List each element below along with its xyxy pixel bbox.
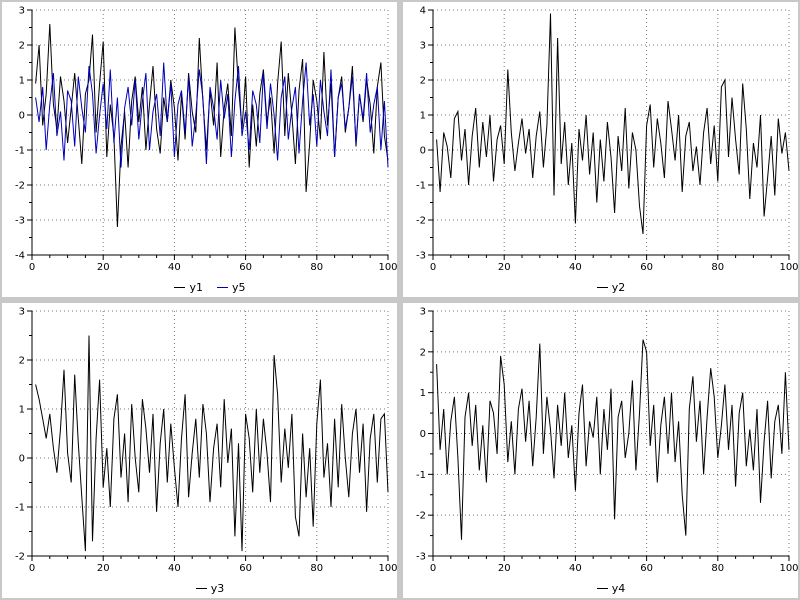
x-tick-label: 60 bbox=[239, 262, 252, 273]
y-tick-label: 1 bbox=[420, 388, 426, 399]
y-tick-label: -3 bbox=[416, 251, 426, 262]
x-tick-label: 80 bbox=[310, 563, 323, 574]
legend-entry-y1: y1 bbox=[174, 281, 203, 294]
tick-labels: 0 20 40 60 80 100 -3 -2 -1 0 1 2 3 4 bbox=[416, 6, 798, 274]
tick-labels: 0 20 40 60 80 100 -4 -3 -2 -1 0 1 2 3 bbox=[15, 6, 397, 274]
legend-label-y1: y1 bbox=[189, 281, 203, 294]
legend-entry-y3: y3 bbox=[195, 582, 225, 595]
x-tick-label: 0 bbox=[29, 563, 35, 574]
legend-label-y3: y3 bbox=[210, 582, 225, 595]
x-tick-label: 0 bbox=[29, 262, 35, 273]
series-line-y5 bbox=[35, 62, 389, 168]
y-tick-label: 2 bbox=[19, 41, 25, 52]
x-tick-label: 60 bbox=[640, 262, 653, 273]
y-tick-label: 3 bbox=[19, 307, 25, 318]
x-tick-label: 0 bbox=[430, 563, 436, 574]
grid-lines bbox=[433, 9, 790, 255]
axes bbox=[428, 9, 790, 260]
y-tick-label: -2 bbox=[416, 216, 426, 227]
chart-panel-bottom-left: 0 20 40 60 80 100 -2 -1 0 1 2 3 y3 bbox=[2, 303, 397, 598]
series-line-y2 bbox=[436, 13, 790, 235]
x-tick-label: 40 bbox=[569, 563, 582, 574]
y-tick-label: 0 bbox=[420, 146, 426, 157]
y-tick-label: -4 bbox=[15, 251, 25, 262]
axes bbox=[428, 310, 790, 561]
legend-line-sample-y3 bbox=[195, 588, 207, 589]
y-tick-label: 3 bbox=[19, 6, 25, 17]
chart-svg-top-left: 0 20 40 60 80 100 -4 -3 -2 -1 0 1 2 3 bbox=[15, 6, 397, 274]
series-line-y4 bbox=[436, 339, 790, 540]
legend-line-sample-y2 bbox=[596, 287, 608, 288]
x-tick-label: 40 bbox=[168, 262, 181, 273]
x-tick-label: 20 bbox=[97, 262, 110, 273]
chart-panel-bottom-right: 0 20 40 60 80 100 -3 -2 -1 0 1 2 3 y4 bbox=[403, 303, 798, 598]
x-tick-label: 80 bbox=[711, 563, 724, 574]
legend-entry-y5: y5 bbox=[217, 281, 246, 294]
y-tick-label: -1 bbox=[416, 181, 426, 192]
y-tick-label: 2 bbox=[420, 347, 426, 358]
legend-line-sample-y1 bbox=[174, 287, 186, 288]
legend-entry-y2: y2 bbox=[596, 281, 626, 294]
grid-lines bbox=[32, 310, 389, 556]
x-tick-label: 80 bbox=[310, 262, 323, 273]
x-tick-label: 100 bbox=[779, 262, 798, 273]
y-tick-label: -3 bbox=[15, 216, 25, 227]
y-tick-label: 1 bbox=[19, 76, 25, 87]
y-tick-label: -1 bbox=[416, 470, 426, 481]
grid-lines bbox=[433, 310, 790, 556]
legend-label-y4: y4 bbox=[611, 582, 626, 595]
chart-panel-top-right: 0 20 40 60 80 100 -3 -2 -1 0 1 2 3 4 y2 bbox=[403, 2, 798, 297]
x-tick-label: 100 bbox=[779, 563, 798, 574]
x-tick-label: 80 bbox=[711, 262, 724, 273]
y-tick-label: 0 bbox=[420, 429, 426, 440]
chart-svg-top-right: 0 20 40 60 80 100 -3 -2 -1 0 1 2 3 4 bbox=[416, 6, 798, 274]
axes bbox=[27, 310, 389, 561]
y-tick-label: 0 bbox=[19, 454, 25, 465]
x-tick-label: 40 bbox=[168, 563, 181, 574]
x-tick-label: 20 bbox=[498, 563, 511, 574]
x-tick-label: 100 bbox=[378, 563, 397, 574]
chart-legend-bottom-left: y3 bbox=[32, 580, 388, 597]
chart-legend-top-left: y1 y5 bbox=[32, 279, 388, 296]
y-tick-label: 3 bbox=[420, 41, 426, 52]
y-tick-label: -1 bbox=[15, 503, 25, 514]
x-tick-label: 60 bbox=[640, 563, 653, 574]
legend-entry-y4: y4 bbox=[596, 582, 626, 595]
chart-svg-bottom-left: 0 20 40 60 80 100 -2 -1 0 1 2 3 bbox=[15, 307, 397, 575]
chart-legend-top-right: y2 bbox=[433, 279, 789, 296]
y-tick-label: -2 bbox=[15, 181, 25, 192]
legend-label-y2: y2 bbox=[611, 281, 626, 294]
y-tick-label: 2 bbox=[420, 76, 426, 87]
legend-label-y5: y5 bbox=[232, 281, 246, 294]
y-tick-label: -2 bbox=[416, 511, 426, 522]
chart-svg-bottom-right: 0 20 40 60 80 100 -3 -2 -1 0 1 2 3 bbox=[416, 307, 798, 575]
y-tick-label: 1 bbox=[19, 405, 25, 416]
series-line-y1 bbox=[35, 23, 389, 228]
y-tick-label: 1 bbox=[420, 111, 426, 122]
y-tick-label: 0 bbox=[19, 111, 25, 122]
x-tick-label: 60 bbox=[239, 563, 252, 574]
x-tick-label: 20 bbox=[498, 262, 511, 273]
tick-labels: 0 20 40 60 80 100 -3 -2 -1 0 1 2 3 bbox=[416, 307, 798, 575]
series-line-y3 bbox=[35, 335, 389, 552]
y-tick-label: 2 bbox=[19, 356, 25, 367]
x-tick-label: 20 bbox=[97, 563, 110, 574]
y-tick-label: -3 bbox=[416, 552, 426, 563]
chart-panel-top-left: 0 20 40 60 80 100 -4 -3 -2 -1 0 1 2 3 y1 y5 bbox=[2, 2, 397, 297]
legend-line-sample-y5 bbox=[217, 287, 228, 288]
legend-line-sample-y4 bbox=[596, 588, 608, 589]
x-tick-label: 0 bbox=[430, 262, 436, 273]
tick-labels: 0 20 40 60 80 100 -2 -1 0 1 2 3 bbox=[15, 307, 397, 575]
x-tick-label: 40 bbox=[569, 262, 582, 273]
y-tick-label: 3 bbox=[420, 307, 426, 318]
y-tick-label: 4 bbox=[420, 6, 426, 17]
y-tick-label: -1 bbox=[15, 146, 25, 157]
y-tick-label: -2 bbox=[15, 552, 25, 563]
x-tick-label: 100 bbox=[378, 262, 397, 273]
chart-legend-bottom-right: y4 bbox=[433, 580, 789, 597]
axes bbox=[27, 9, 389, 260]
